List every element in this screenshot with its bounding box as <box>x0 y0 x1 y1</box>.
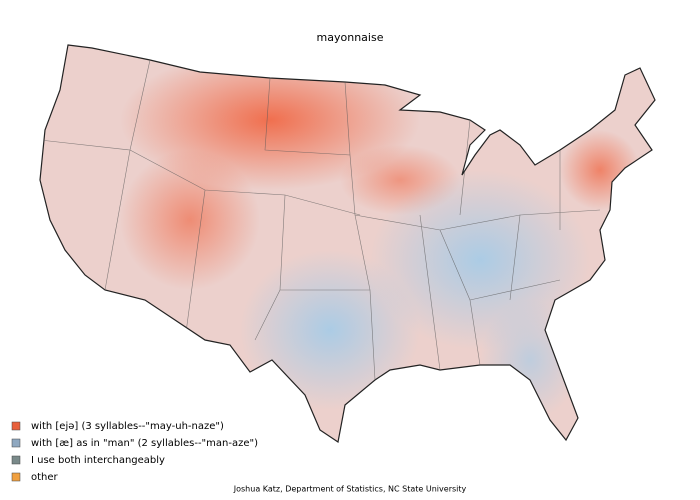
map-title: mayonnaise <box>317 31 384 44</box>
legend: with [ejə] (3 syllables--"may-uh-naze") w… <box>11 421 258 483</box>
legend-label: with [ejə] (3 syllables--"may-uh-naze") <box>31 421 224 432</box>
legend-swatch <box>11 455 21 465</box>
legend-swatch <box>11 421 21 431</box>
credit: Joshua Katz, Department of Statistics, N… <box>233 485 467 494</box>
legend-label: I use both interchangeably <box>31 455 165 466</box>
legend-label: with [æ] as in "man" (2 syllables--"man-… <box>31 438 258 449</box>
legend-swatch <box>11 472 21 482</box>
legend-swatch <box>11 438 21 448</box>
legend-label: other <box>31 472 59 483</box>
state-lines <box>40 59 601 381</box>
